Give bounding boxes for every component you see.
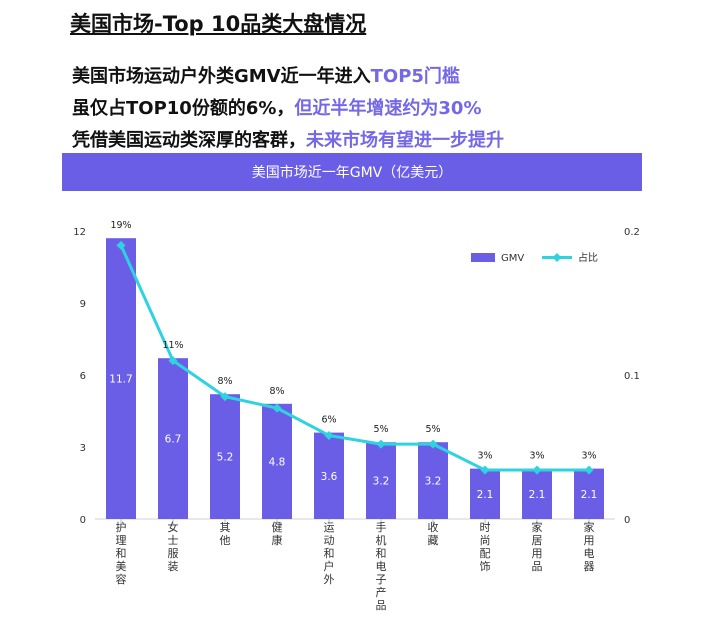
- gmv-bar: [106, 238, 136, 519]
- gmv-value-label: 3.2: [373, 476, 390, 488]
- category-label: 收藏: [428, 520, 439, 547]
- gmv-bar: [418, 442, 448, 519]
- gmv-bar: [262, 403, 292, 519]
- headline-1-highlight: TOP5门槛: [370, 66, 460, 87]
- share-value-label: 3%: [529, 451, 544, 462]
- category-label: 女士服装: [168, 520, 179, 573]
- gmv-value-label: 11.7: [109, 374, 132, 386]
- gmv-value-label: 3.6: [321, 471, 338, 483]
- headline-1-text: 美国市场运动户外类GMV近一年进入: [72, 66, 371, 87]
- category-label: 时尚配饰: [480, 521, 491, 573]
- gmv-bar: [574, 468, 604, 519]
- headline-2: 虽仅占TOP10份额的6%，但近半年增速约为30%: [72, 94, 481, 120]
- share-point: [168, 356, 178, 366]
- chart-title-banner: 美国市场近一年GMV（亿美元）: [62, 153, 642, 191]
- y-left-tick-label: 12: [73, 227, 86, 238]
- gmv-value-label: 2.1: [581, 489, 598, 501]
- share-value-label: 3%: [581, 451, 596, 462]
- share-value-label: 5%: [425, 424, 440, 435]
- category-label: 护理和美容: [116, 520, 127, 586]
- headline-2-text: 虽仅占TOP10份额的6%，: [72, 98, 295, 119]
- page-title: 美国市场-Top 10品类大盘情况: [70, 12, 367, 36]
- gmv-value-label: 3.2: [425, 476, 442, 488]
- gmv-bar: [470, 468, 500, 519]
- share-value-label: 11%: [162, 340, 183, 351]
- share-point: [428, 439, 438, 449]
- gmv-bar: [522, 468, 552, 519]
- gmv-bar: [158, 358, 188, 519]
- gmv-value-label: 2.1: [477, 489, 494, 501]
- gmv-bar: [366, 442, 396, 519]
- y-right-tick-label: 0.1: [624, 371, 640, 382]
- share-point: [584, 465, 594, 475]
- category-label: 家用电器: [584, 520, 595, 573]
- legend-gmv-label: GMV: [501, 253, 524, 264]
- headline-3-text: 凭借美国运动类深厚的客群，: [72, 130, 306, 151]
- share-value-label: 19%: [110, 220, 131, 231]
- share-value-label: 5%: [373, 424, 388, 435]
- share-point: [376, 439, 386, 449]
- category-label: 健康: [272, 521, 283, 547]
- gmv-value-label: 4.8: [269, 456, 286, 468]
- share-point: [480, 465, 490, 475]
- headline-3: 凭借美国运动类深厚的客群，未来市场有望进一步提升: [72, 126, 504, 152]
- category-label: 其他: [220, 521, 231, 547]
- legend-gmv-swatch: [471, 253, 495, 262]
- headline-2-highlight: 但近半年增速约为30%: [294, 98, 482, 119]
- share-value-label: 6%: [321, 415, 336, 426]
- y-left-tick-label: 6: [80, 371, 86, 382]
- share-value-label: 8%: [269, 386, 284, 397]
- y-right-tick-label: 0.2: [624, 227, 640, 238]
- gmv-value-label: 6.7: [165, 434, 182, 446]
- share-point: [532, 465, 542, 475]
- category-label: 手机和电子产品: [376, 520, 387, 612]
- gmv-value-label: 5.2: [217, 452, 234, 464]
- share-point: [116, 240, 126, 250]
- share-value-label: 3%: [477, 451, 492, 462]
- gmv-bar: [210, 394, 240, 519]
- headline-3-highlight: 未来市场有望进一步提升: [306, 130, 504, 151]
- gmv-value-label: 2.1: [529, 489, 546, 501]
- share-point: [324, 430, 334, 440]
- category-label: 运动和户外: [324, 521, 335, 586]
- y-right-tick-label: 0: [624, 515, 630, 526]
- legend-share-marker: [552, 253, 562, 262]
- share-value-label: 8%: [217, 376, 232, 387]
- y-left-tick-label: 0: [80, 515, 86, 526]
- legend-share-label: 占比: [578, 251, 598, 264]
- headline-1: 美国市场运动户外类GMV近一年进入TOP5门槛: [72, 62, 460, 88]
- category-label: 家居用品: [532, 520, 543, 573]
- share-point: [272, 403, 282, 413]
- y-left-tick-label: 3: [80, 443, 86, 454]
- share-line: [119, 244, 589, 472]
- share-point: [220, 392, 230, 402]
- gmv-bar: [314, 432, 344, 519]
- y-left-tick-label: 9: [80, 299, 86, 310]
